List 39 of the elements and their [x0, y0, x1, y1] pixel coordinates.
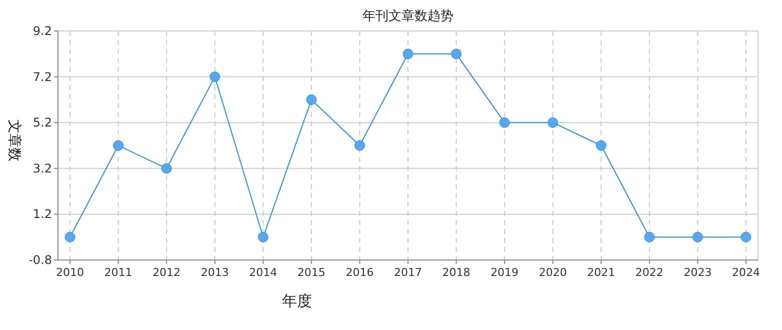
- point: [499, 117, 510, 128]
- point: [596, 140, 606, 151]
- y-axis-title: 文章数: [6, 120, 22, 162]
- point: [161, 163, 172, 174]
- y-tick-label: 1.2: [32, 207, 52, 222]
- chart-title: 年刊文章数趋势: [362, 9, 454, 24]
- x-tick-label: 2024: [732, 266, 760, 279]
- point: [64, 232, 76, 242]
- y-tick-label: -0.8: [28, 253, 52, 267]
- point: [113, 140, 124, 151]
- x-tick-label: 2015: [297, 266, 326, 279]
- point: [740, 232, 752, 242]
- point: [548, 117, 558, 128]
- y-tick-label: 3.2: [32, 161, 52, 176]
- y-tick-label: 9.2: [32, 24, 52, 38]
- y-tick-label: 7.2: [32, 70, 52, 84]
- point: [692, 232, 703, 242]
- y-tick-label: 5.2: [32, 116, 52, 130]
- point: [306, 94, 317, 105]
- x-tick-label: 2018: [442, 266, 470, 279]
- point: [402, 48, 414, 60]
- point: [258, 232, 268, 242]
- x-tick-label: 2010: [56, 266, 84, 279]
- point: [354, 140, 365, 151]
- x-tick-label: 2022: [635, 266, 664, 279]
- point: [451, 48, 462, 60]
- point: [210, 72, 220, 82]
- x-tick-label: 2021: [587, 266, 616, 279]
- x-tick-label: 2019: [490, 266, 519, 279]
- x-tick-label: 2023: [684, 266, 712, 279]
- x-tick-label: 2020: [538, 266, 567, 279]
- x-tick-label: 2016: [346, 266, 374, 279]
- x-tick-label: 2011: [104, 266, 132, 279]
- x-tick-label: 2012: [152, 266, 181, 279]
- x-axis-title: 年度: [282, 292, 312, 310]
- point: [644, 232, 655, 242]
- x-tick-label: 2017: [394, 266, 422, 279]
- x-tick-label: 2013: [200, 266, 229, 279]
- x-tick-label: 2014: [249, 266, 278, 279]
